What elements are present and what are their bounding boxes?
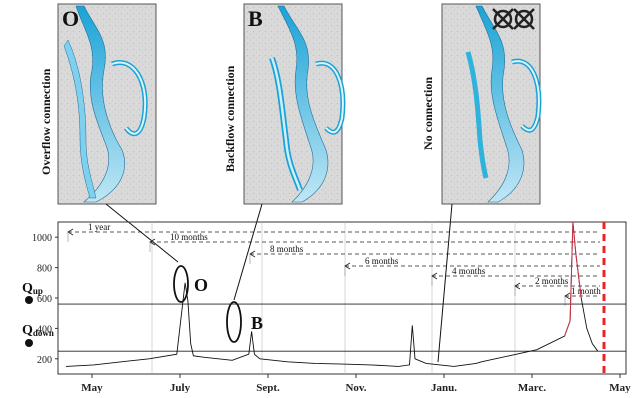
x-axis: May July Sept. Nov. Janu. Marc. May bbox=[81, 374, 631, 394]
backflow-event-label: B bbox=[251, 313, 263, 333]
panel-backflow-tag: B bbox=[248, 6, 263, 31]
panel-backflow: B Backflow connection bbox=[223, 3, 346, 205]
leader-line-backflow bbox=[233, 203, 263, 301]
backflow-event-ellipse bbox=[226, 301, 242, 343]
panel-overflow-side-channel bbox=[63, 39, 97, 199]
panel-overflow: O Overflow connection bbox=[39, 3, 157, 205]
panel-no-connection-main-channel bbox=[475, 5, 525, 203]
month-gridlines bbox=[151, 222, 516, 374]
y-tick-label: 1000 bbox=[32, 233, 52, 244]
y-tick-label: 400 bbox=[37, 324, 52, 335]
y-tick-label: 800 bbox=[37, 264, 52, 275]
y-tick-label: 200 bbox=[37, 355, 52, 366]
panel-no-connection-side-channel bbox=[465, 51, 489, 179]
x-tick-label: Sept. bbox=[256, 382, 280, 393]
duration-label: 1 month bbox=[571, 286, 601, 296]
panel-backflow-caption: Backflow connection bbox=[223, 65, 237, 172]
q-up-dot bbox=[25, 296, 33, 304]
duration-label: 1 year bbox=[88, 222, 110, 232]
x-tick-label: May bbox=[609, 382, 631, 393]
leader-line-overflow bbox=[105, 203, 179, 263]
q-down-dot bbox=[25, 339, 33, 347]
x-tick-label: Janu. bbox=[431, 382, 457, 393]
duration-label: 6 months bbox=[365, 256, 399, 266]
q-up-subscript: up bbox=[33, 286, 43, 296]
duration-arrows: 1 year 10 months 8 months 6 months 4 months 2… bbox=[67, 222, 601, 306]
duration-label: 2 months bbox=[535, 276, 569, 286]
x-tick-label: July bbox=[170, 382, 191, 393]
x-tick-label: May bbox=[81, 382, 103, 393]
q-up-label: Qup bbox=[22, 281, 43, 304]
panel-overflow-caption: Overflow connection bbox=[39, 68, 53, 175]
y-axis: 200 400 600 800 1000 bbox=[32, 233, 58, 366]
x-tick-label: Nov. bbox=[345, 382, 366, 393]
disconnected-icon bbox=[492, 8, 535, 30]
duration-label: 10 months bbox=[170, 232, 208, 242]
overflow-event-label: O bbox=[194, 275, 208, 295]
discharge-series-line bbox=[65, 221, 599, 367]
y-tick-label: 600 bbox=[37, 294, 52, 305]
leader-line-no-connection bbox=[437, 203, 453, 363]
flood-peak-highlight bbox=[564, 221, 582, 337]
q-up-symbol: Q bbox=[22, 281, 33, 296]
overflow-event-ellipse bbox=[173, 265, 189, 303]
panel-no-connection: No connection bbox=[421, 3, 542, 205]
panel-no-connection-caption: No connection bbox=[421, 77, 435, 150]
svg-text:Qup: Qup bbox=[22, 281, 43, 296]
q-down-subscript: down bbox=[33, 328, 54, 338]
duration-label: 4 months bbox=[452, 266, 486, 276]
panel-overflow-main-channel bbox=[75, 5, 126, 203]
q-down-label: Qdown bbox=[22, 323, 54, 347]
panel-overflow-tag: O bbox=[62, 6, 79, 31]
panel-backflow-main-channel bbox=[277, 5, 329, 203]
q-down-symbol: Q bbox=[22, 323, 33, 338]
x-tick-label: Marc. bbox=[518, 382, 546, 393]
duration-label: 8 months bbox=[270, 244, 304, 254]
svg-text:Qdown: Qdown bbox=[22, 323, 54, 338]
